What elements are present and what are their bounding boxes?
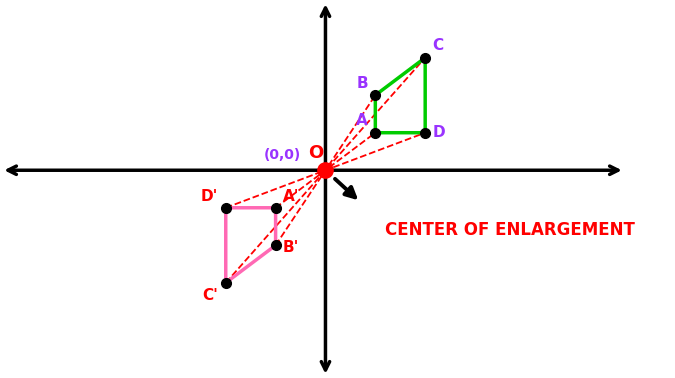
Text: C: C	[433, 38, 443, 53]
Text: A': A'	[283, 189, 300, 204]
Text: (0,0): (0,0)	[263, 148, 300, 162]
Text: C': C'	[202, 288, 218, 304]
Text: D: D	[433, 125, 446, 140]
Text: A: A	[356, 113, 368, 128]
Text: B': B'	[283, 240, 300, 255]
Text: O: O	[308, 144, 323, 162]
Text: CENTER OF ENLARGEMENT: CENTER OF ENLARGEMENT	[385, 221, 635, 239]
Text: D': D'	[201, 189, 218, 204]
Text: B: B	[356, 76, 368, 91]
